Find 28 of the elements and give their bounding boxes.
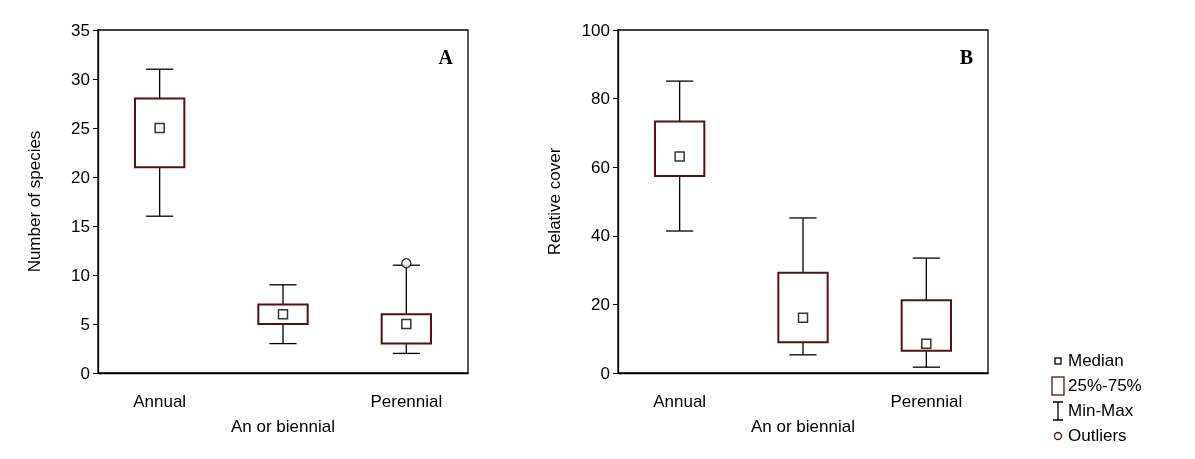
x-axis-title: An or biennial [231, 417, 335, 436]
y-tick-label: 35 [71, 20, 90, 40]
y-tick-label: 25 [71, 118, 90, 138]
x-tick-label: Perennial [370, 392, 443, 411]
y-tick-label: 20 [591, 294, 610, 314]
y-tick-label: 0 [80, 363, 90, 383]
y-tick-label: 80 [591, 89, 610, 109]
text: Outliers [1068, 425, 1127, 446]
x-tick-label: Annual [653, 392, 707, 411]
text: Median [1068, 350, 1124, 371]
y-axis-title: Number of species [25, 130, 44, 273]
y-tick-label: 15 [71, 216, 90, 236]
text: Min-Max [1068, 400, 1134, 421]
y-tick-label: 20 [71, 167, 90, 187]
y-tick-label: 40 [591, 226, 610, 246]
y-tick-label: 30 [71, 69, 90, 89]
x-tick-label: Annual [133, 392, 187, 411]
x-tick-label: Perennial [890, 392, 963, 411]
text: A [438, 46, 454, 68]
y-tick-label: 5 [80, 314, 90, 334]
y-tick-label: 0 [600, 363, 610, 383]
text: B [959, 46, 973, 68]
text: 25%-75% [1068, 375, 1142, 396]
y-tick-label: 60 [591, 157, 610, 177]
y-tick-label: 100 [581, 20, 610, 40]
y-axis-title: Relative cover [545, 147, 564, 256]
y-tick-label: 10 [71, 265, 90, 285]
x-axis-title: An or biennial [751, 417, 855, 436]
